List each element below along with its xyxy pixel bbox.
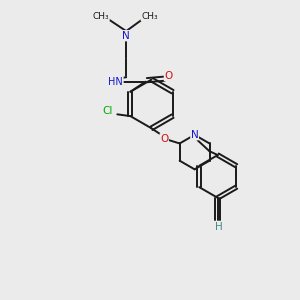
Text: N: N xyxy=(122,31,130,40)
Text: O: O xyxy=(164,71,172,81)
Text: CH₃: CH₃ xyxy=(93,12,109,21)
Text: O: O xyxy=(160,134,168,144)
Text: Cl: Cl xyxy=(102,106,113,116)
Text: H: H xyxy=(215,222,223,232)
Text: CH₃: CH₃ xyxy=(141,12,158,21)
Text: N: N xyxy=(191,130,199,140)
Text: HN: HN xyxy=(108,76,123,87)
